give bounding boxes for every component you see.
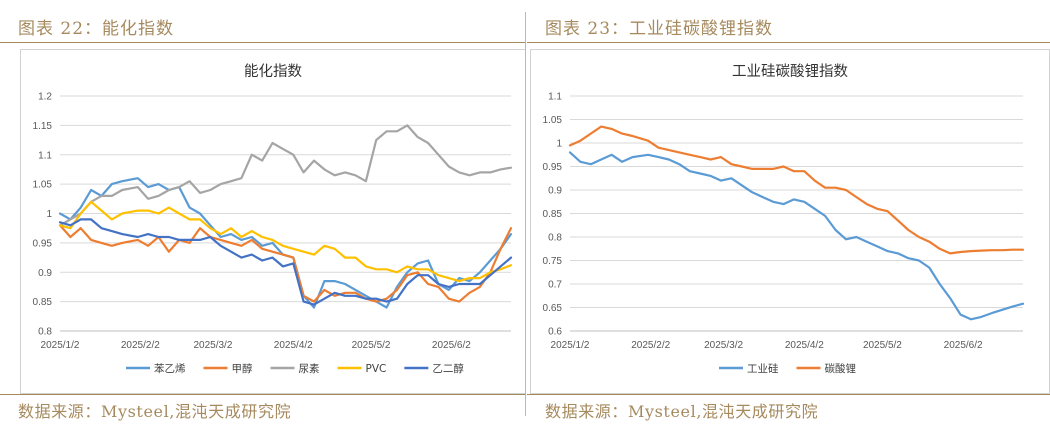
y-tick-label: 0.95 (543, 162, 563, 173)
y-tick-label: 1.1 (548, 92, 562, 103)
y-tick-label: 0.7 (548, 280, 562, 291)
chart-svg: 工业硅碳酸锂指数 0.6 0.65 0.7 0.75 0.8 0.85 0.9 0.95 1 1.0… (543, 63, 1025, 375)
y-tick-label: 1.05 (33, 180, 53, 191)
chart-area: 能化指数 0.8 0.85 0.9 0.95 1 1.05 1.1 1.15 1.2 2025/1/… (20, 49, 526, 394)
x-tick-label: 2025/2/2 (121, 340, 160, 351)
y-tick-label: 0.9 (38, 268, 52, 279)
x-tick-label: 2025/2/2 (631, 340, 670, 351)
figure-footer: 数据来源：Mysteel,混沌天成研究院 (0, 394, 525, 423)
y-tick-label: 1 (556, 139, 562, 150)
x-tick-label: 2025/6/2 (944, 340, 983, 351)
y-tick-label: 0.95 (33, 238, 53, 249)
y-tick-label: 1.15 (33, 121, 53, 132)
figure-caption: 图表 23：工业硅碳酸锂指数 (545, 19, 774, 39)
legend-label: 甲醇 (232, 362, 253, 375)
panel-divider (525, 12, 526, 416)
series-line (58, 218, 513, 306)
series-line (568, 125, 1025, 255)
y-tick-label: 0.85 (33, 297, 53, 308)
panel-silicon-lithium: 图表 23：工业硅碳酸锂指数 工业硅碳酸锂指数 0.6 0.65 0.7 0.75 0.8… (527, 0, 1050, 426)
data-source: 数据来源：Mysteel,混沌天成研究院 (545, 402, 819, 421)
y-tick-label: 0.6 (548, 327, 562, 338)
chart-area: 工业硅碳酸锂指数 0.6 0.65 0.7 0.75 0.8 0.85 0.9 0.95 1 1.0… (530, 49, 1050, 394)
x-tick-label: 2025/1/2 (551, 340, 590, 351)
x-tick-label: 2025/4/2 (785, 340, 824, 351)
figure-footer: 数据来源：Mysteel,混沌天成研究院 (527, 394, 1050, 423)
x-tick-label: 2025/1/2 (41, 340, 80, 351)
data-source: 数据来源：Mysteel,混沌天成研究院 (18, 402, 292, 421)
legend-label: 尿素 (299, 362, 320, 375)
y-tick-label: 0.75 (543, 256, 563, 267)
chart-title: 能化指数 (244, 63, 302, 80)
panel-energy-chemical: 图表 22：能化指数 能化指数 0.8 0.85 0.9 0.95 1 1.05 1.1 1.1… (0, 0, 526, 423)
series-line (58, 200, 513, 283)
y-tick-label: 0.9 (548, 186, 562, 197)
x-tick-label: 2025/4/2 (274, 340, 313, 351)
legend-label: PVC (366, 363, 387, 375)
series-line (58, 124, 513, 227)
x-tick-label: 2025/5/2 (863, 340, 902, 351)
figure-header: 图表 23：工业硅碳酸锂指数 (527, 0, 1050, 43)
series-line (568, 151, 1025, 321)
figure-caption: 图表 22：能化指数 (18, 19, 175, 39)
series-line (58, 224, 513, 303)
legend-label: 苯乙烯 (154, 362, 186, 375)
y-tick-label: 0.65 (543, 303, 563, 314)
legend-label: 工业硅 (747, 362, 779, 375)
legend-label: 碳酸锂 (825, 362, 857, 375)
chart-svg: 能化指数 0.8 0.85 0.9 0.95 1 1.05 1.1 1.15 1.2 2025/1/… (33, 63, 513, 375)
y-tick-label: 1.2 (38, 92, 52, 103)
y-tick-label: 1.1 (38, 150, 52, 161)
x-tick-label: 2025/6/2 (432, 340, 471, 351)
x-tick-label: 2025/3/2 (704, 340, 743, 351)
y-tick-label: 0.8 (38, 327, 52, 338)
y-tick-label: 0.85 (543, 209, 563, 220)
legend-label: 乙二醇 (432, 362, 464, 375)
y-tick-label: 0.8 (548, 233, 562, 244)
chart-title: 工业硅碳酸锂指数 (732, 63, 848, 80)
y-tick-label: 1 (46, 209, 52, 220)
figure-header: 图表 22：能化指数 (0, 0, 525, 43)
x-tick-label: 2025/3/2 (193, 340, 232, 351)
x-tick-label: 2025/5/2 (352, 340, 391, 351)
y-tick-label: 1.05 (543, 115, 563, 126)
